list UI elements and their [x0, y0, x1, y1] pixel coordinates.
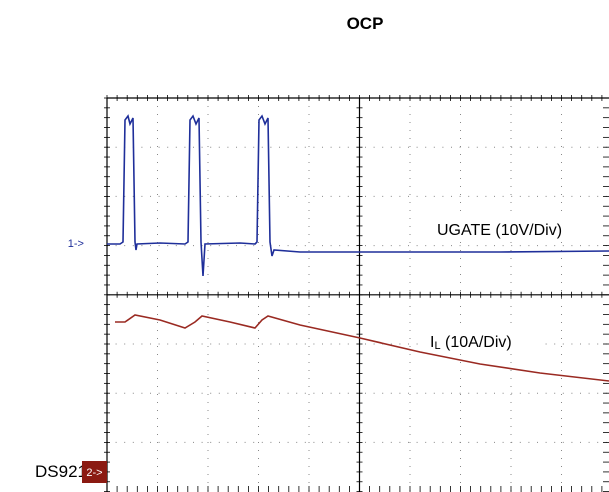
- ugate-trace: [107, 114, 609, 277]
- label-bg: [425, 330, 545, 352]
- il-label: IL (10A/Div): [430, 334, 512, 352]
- trace-2-marker: 2->: [86, 467, 102, 479]
- title: OCP: [347, 14, 384, 33]
- ugate-label: UGATE (10V/Div): [437, 222, 562, 239]
- grid: [104, 95, 609, 492]
- trace-2-marker-box: [82, 461, 107, 483]
- side-text: DS921: [35, 462, 87, 481]
- trace-1-marker: 1->: [68, 238, 84, 250]
- inductor-current-trace: [115, 314, 609, 382]
- il-label-main: I: [430, 334, 434, 351]
- label-bg: [432, 218, 602, 240]
- il-label-rest: (10A/Div): [441, 334, 512, 351]
- il-label-sub: L: [434, 340, 440, 352]
